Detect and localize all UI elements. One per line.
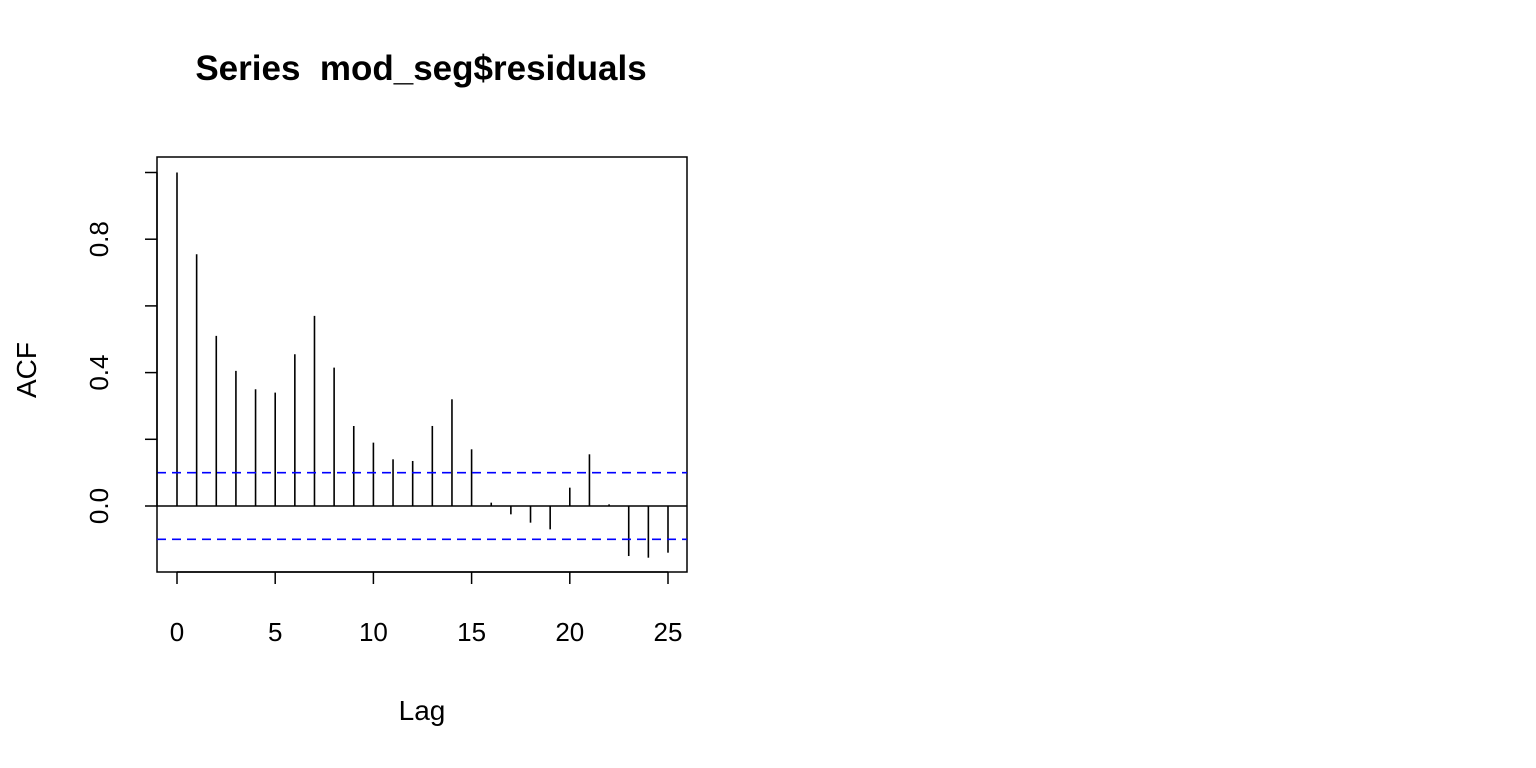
x-tick-label: 5 xyxy=(268,617,282,647)
x-tick-label: 25 xyxy=(654,617,683,647)
y-tick-label: 0.8 xyxy=(84,221,114,257)
confidence-bounds xyxy=(157,471,687,541)
plot-frame xyxy=(156,156,688,573)
y-axis-title: ACF xyxy=(11,342,42,398)
y-tick-label: 0.4 xyxy=(84,355,114,391)
x-tick-label: 10 xyxy=(359,617,388,647)
x-tick-label: 0 xyxy=(170,617,184,647)
x-axis: 0 5 10 15 20 25 xyxy=(170,571,683,647)
x-axis-title: Lag xyxy=(399,695,446,726)
y-axis: 0.0 0.4 0.8 xyxy=(84,171,158,524)
acf-bars xyxy=(157,172,687,558)
x-tick-label: 20 xyxy=(555,617,584,647)
x-tick-label: 15 xyxy=(457,617,486,647)
chart-title: Series mod_seg$residuals xyxy=(195,49,646,88)
y-tick-label: 0.0 xyxy=(84,488,114,524)
